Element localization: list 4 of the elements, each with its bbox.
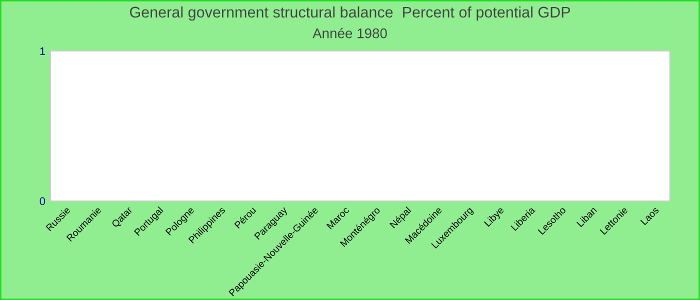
y-tick-label: 0 — [40, 197, 46, 206]
y-tick-label: 1 — [40, 47, 45, 56]
chart-title: General government structural balance Percent of potential GDP — [130, 6, 570, 21]
chart-subtitle: Année 1980 — [312, 28, 387, 38]
